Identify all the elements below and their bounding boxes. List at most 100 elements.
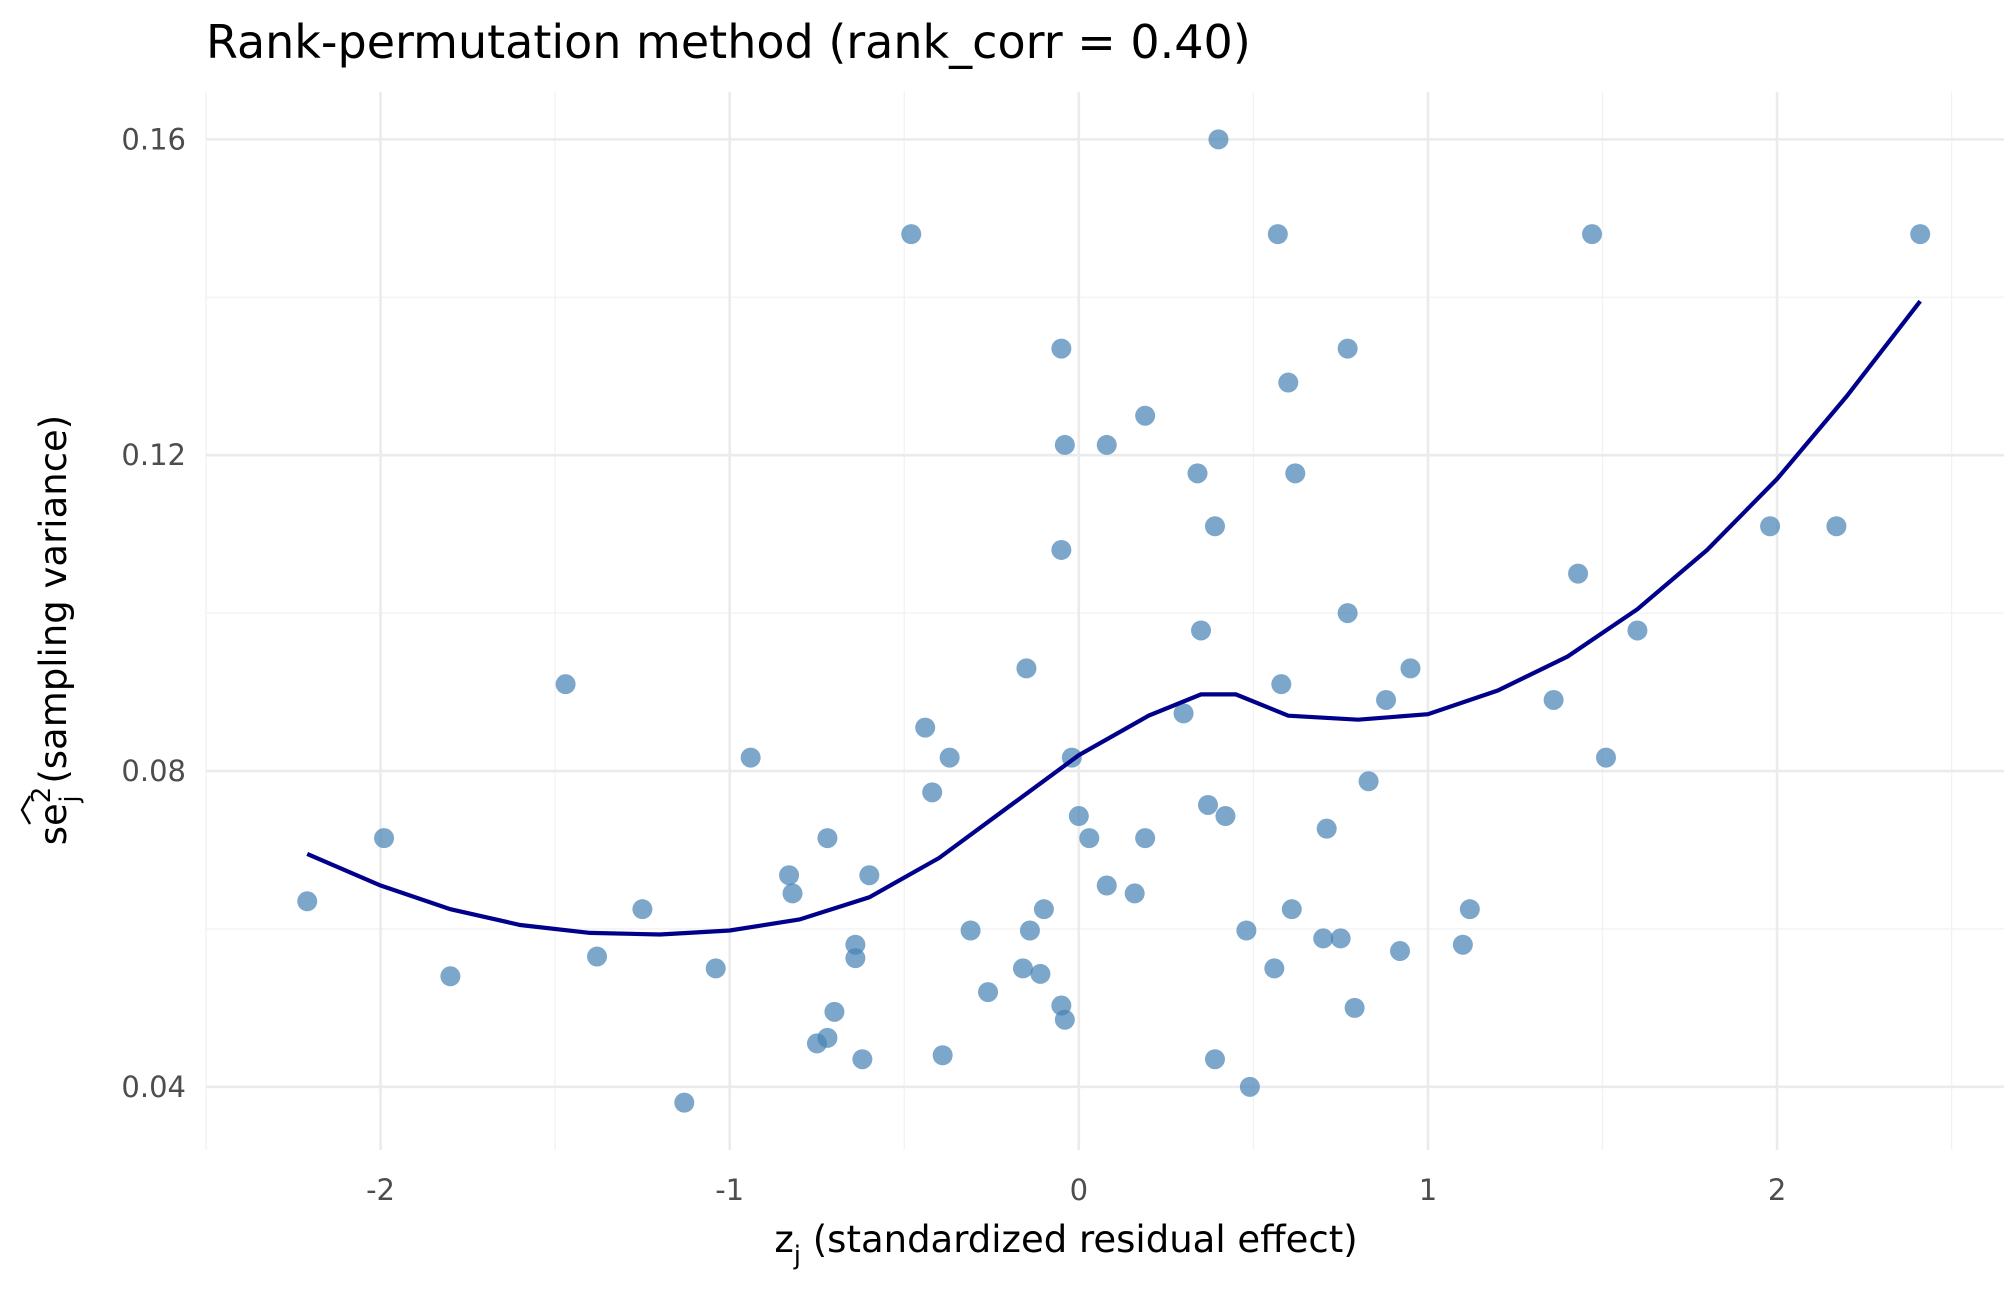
data-point (632, 899, 653, 920)
data-point (297, 891, 318, 912)
data-point (1096, 875, 1117, 896)
data-point (1054, 434, 1075, 455)
data-point (932, 1045, 953, 1066)
data-point (1051, 539, 1072, 560)
data-point (960, 920, 981, 941)
data-point (587, 946, 608, 967)
data-point (1390, 941, 1411, 962)
data-point (705, 958, 726, 979)
data-point (901, 224, 922, 245)
x-tick-label: 2 (1768, 1173, 1786, 1207)
data-point (1197, 794, 1218, 815)
x-axis-title-base: z (774, 1218, 793, 1261)
data-point (1079, 828, 1100, 849)
data-point (1337, 603, 1358, 624)
x-tick-label: 0 (1070, 1173, 1088, 1207)
data-point (1281, 899, 1302, 920)
y-axis-title-base: se (32, 803, 75, 845)
x-axis-title-rest: (standardized residual effect) (801, 1218, 1358, 1261)
data-point (1236, 920, 1257, 941)
data-point (1910, 224, 1931, 245)
data-point (1187, 463, 1208, 484)
data-point (1760, 516, 1781, 537)
data-point (1313, 928, 1334, 949)
y-tick-label: 0.08 (121, 754, 186, 788)
y-axis-title-hat (20, 795, 32, 825)
y-tick-label: 0.12 (121, 438, 186, 472)
data-point (1452, 934, 1473, 955)
y-tick-label: 0.16 (121, 122, 186, 156)
data-point (1264, 958, 1285, 979)
data-point (674, 1092, 695, 1113)
data-point (1204, 1049, 1225, 1070)
data-point (1208, 129, 1229, 150)
data-point (1239, 1076, 1260, 1097)
data-point (1344, 997, 1365, 1018)
data-point (1627, 620, 1648, 641)
data-point (1054, 1009, 1075, 1030)
data-point (1173, 703, 1194, 724)
data-point (1267, 224, 1288, 245)
data-point (824, 1001, 845, 1022)
data-point (1358, 771, 1379, 792)
data-point (1285, 463, 1306, 484)
y-axis-title-group: se2j (sampling variance) (20, 415, 85, 846)
x-tick-label: 1 (1419, 1173, 1437, 1207)
data-point (1278, 372, 1299, 393)
x-axis-title: zj (standardized residual effect) (774, 1218, 1357, 1271)
data-point (1316, 818, 1337, 839)
data-point (440, 966, 461, 987)
data-point (1096, 434, 1117, 455)
data-point (1271, 674, 1292, 695)
data-point (1459, 899, 1480, 920)
data-point (1191, 620, 1212, 641)
x-axis-title-subscript: j (793, 1241, 801, 1271)
y-tick-labels: 0.04 0.08 0.12 0.16 (121, 122, 186, 1103)
chart-title: Rank-permutation method (rank_corr = 0.4… (206, 15, 1251, 69)
data-point (845, 948, 866, 969)
data-point (1330, 928, 1351, 949)
data-point (939, 747, 960, 768)
data-point (852, 1049, 873, 1070)
data-point (1543, 689, 1564, 710)
x-tick-label: -1 (715, 1173, 744, 1207)
y-axis-title-superscript: 2 (27, 787, 57, 804)
data-point (1033, 899, 1054, 920)
data-point (817, 828, 838, 849)
x-tick-labels: -2 -1 0 1 2 (366, 1173, 1786, 1207)
scatter-points (297, 129, 1931, 1113)
data-point (1337, 338, 1358, 359)
data-point (1124, 883, 1145, 904)
data-point (1135, 828, 1156, 849)
y-axis-title-rest: (sampling variance) (32, 415, 75, 796)
data-point (740, 747, 761, 768)
x-tick-label: -2 (366, 1173, 395, 1207)
data-point (782, 883, 803, 904)
data-point (374, 828, 395, 849)
data-point (1376, 689, 1397, 710)
data-point (922, 782, 943, 803)
data-point (1012, 958, 1033, 979)
data-point (1068, 806, 1089, 827)
data-point (915, 717, 936, 738)
data-point (1582, 224, 1603, 245)
data-point (1400, 658, 1421, 679)
data-point (817, 1027, 838, 1048)
data-point (978, 982, 999, 1003)
y-tick-label: 0.04 (121, 1070, 186, 1104)
data-point (1568, 563, 1589, 584)
data-point (1135, 405, 1156, 426)
data-point (779, 865, 800, 886)
y-axis-title-subscript: j (55, 795, 85, 803)
data-point (1826, 516, 1847, 537)
grid-lines (205, 92, 2004, 1150)
trend-line (306, 299, 1922, 937)
data-point (1215, 806, 1236, 827)
data-point (1016, 658, 1037, 679)
data-point (1204, 516, 1225, 537)
data-point (1019, 920, 1040, 941)
data-point (1051, 338, 1072, 359)
y-axis-title: se2j (sampling variance) (27, 415, 85, 846)
